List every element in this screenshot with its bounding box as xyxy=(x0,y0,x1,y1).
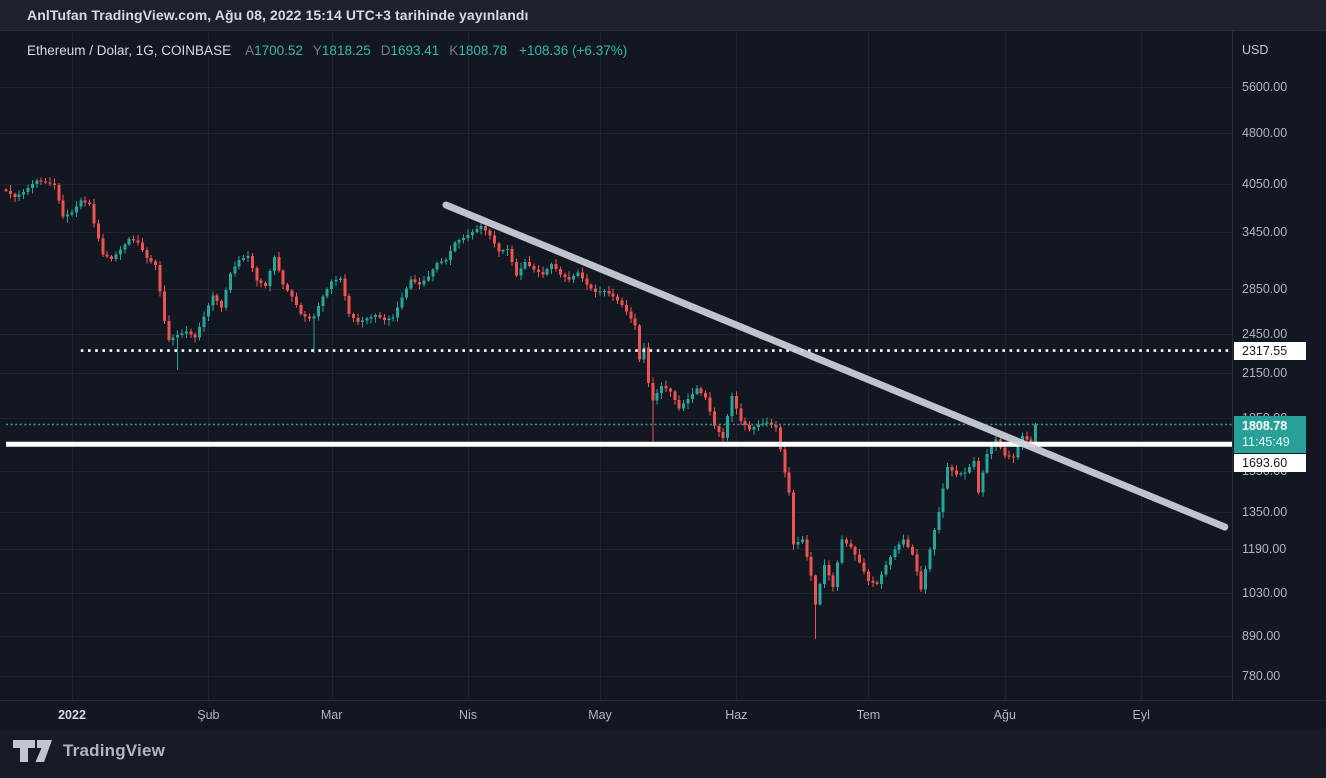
price-tick-label: 1350.00 xyxy=(1242,504,1288,519)
last-price-badge: 1808.78 11:45:49 xyxy=(1234,415,1306,453)
price-tick-label: 3450.00 xyxy=(1242,224,1288,239)
time-axis-label-Şub: Şub xyxy=(197,708,220,722)
price-tick-label: 2450.00 xyxy=(1242,327,1288,342)
ohlc-low: D1693.41 xyxy=(380,43,440,58)
chart-pane[interactable]: Ethereum / Dolar, 1G, COINBASE A1700.52 … xyxy=(0,31,1232,700)
footer-bar: TradingView xyxy=(0,729,1326,778)
support-price-badge: 1693.60 xyxy=(1234,453,1306,472)
price-tick-label: 4050.00 xyxy=(1242,177,1288,192)
downtrend-line[interactable] xyxy=(442,201,1229,531)
chart-grid xyxy=(0,31,1232,700)
last-price-value: 1808.78 xyxy=(1242,419,1288,434)
price-tick-label: 5600.00 xyxy=(1242,80,1288,95)
price-tick-label: 780.00 xyxy=(1242,668,1281,683)
price-tick-label: 4800.00 xyxy=(1242,126,1288,141)
price-tick-label: 1030.00 xyxy=(1242,585,1288,600)
symbol-title: Ethereum / Dolar, 1G, COINBASE xyxy=(27,43,232,58)
price-tick-label: 890.00 xyxy=(1242,629,1281,644)
time-axis-label-2022: 2022 xyxy=(58,708,86,722)
tradingview-logo[interactable]: TradingView xyxy=(13,740,165,762)
ohlc-high: Y1818.25 xyxy=(312,43,371,58)
tradingview-logo-icon xyxy=(13,740,52,762)
price-tick-label: 2150.00 xyxy=(1242,366,1288,380)
time-axis[interactable]: 2022 Şub Mar Nis May Haz Tem Ağu Eyl xyxy=(0,700,1326,729)
price-axis[interactable]: USD 2317.55 1808.78 11:45:49 1693.60 560… xyxy=(1232,31,1326,700)
time-axis-label-Nis: Nis xyxy=(458,708,478,722)
publish-info-text: AnlTufan TradingView.com, Ağu 08, 2022 1… xyxy=(27,7,529,23)
time-axis-label-Tem: Tem xyxy=(856,708,881,722)
brand-name: TradingView xyxy=(63,741,166,760)
price-tick-label: 1190.00 xyxy=(1242,542,1287,557)
ohlc-open: A1700.52 xyxy=(245,43,303,58)
price-tick-label: 2850.00 xyxy=(1242,281,1288,296)
price-change: +108.36 (+6.37%) xyxy=(519,43,628,58)
publish-bar: AnlTufan TradingView.com, Ağu 08, 2022 1… xyxy=(0,0,1326,31)
time-axis-label-May: May xyxy=(588,708,612,722)
time-axis-label-Eyl: Eyl xyxy=(1132,708,1150,722)
symbol-legend[interactable]: Ethereum / Dolar, 1G, COINBASE A1700.52 … xyxy=(27,43,627,58)
ohlc-close: K1808.78 xyxy=(449,43,508,58)
time-axis-label-Mar: Mar xyxy=(320,708,343,722)
time-axis-label-Ağu: Ağu xyxy=(993,708,1016,722)
resistance-price-badge: 2317.55 xyxy=(1234,341,1306,360)
candles xyxy=(4,176,1038,640)
candlestick-chart-canvas[interactable] xyxy=(0,31,1232,700)
currency-label: USD xyxy=(1242,43,1269,57)
bar-close-countdown: 11:45:49 xyxy=(1242,435,1290,450)
time-axis-label-Haz: Haz xyxy=(725,708,748,722)
